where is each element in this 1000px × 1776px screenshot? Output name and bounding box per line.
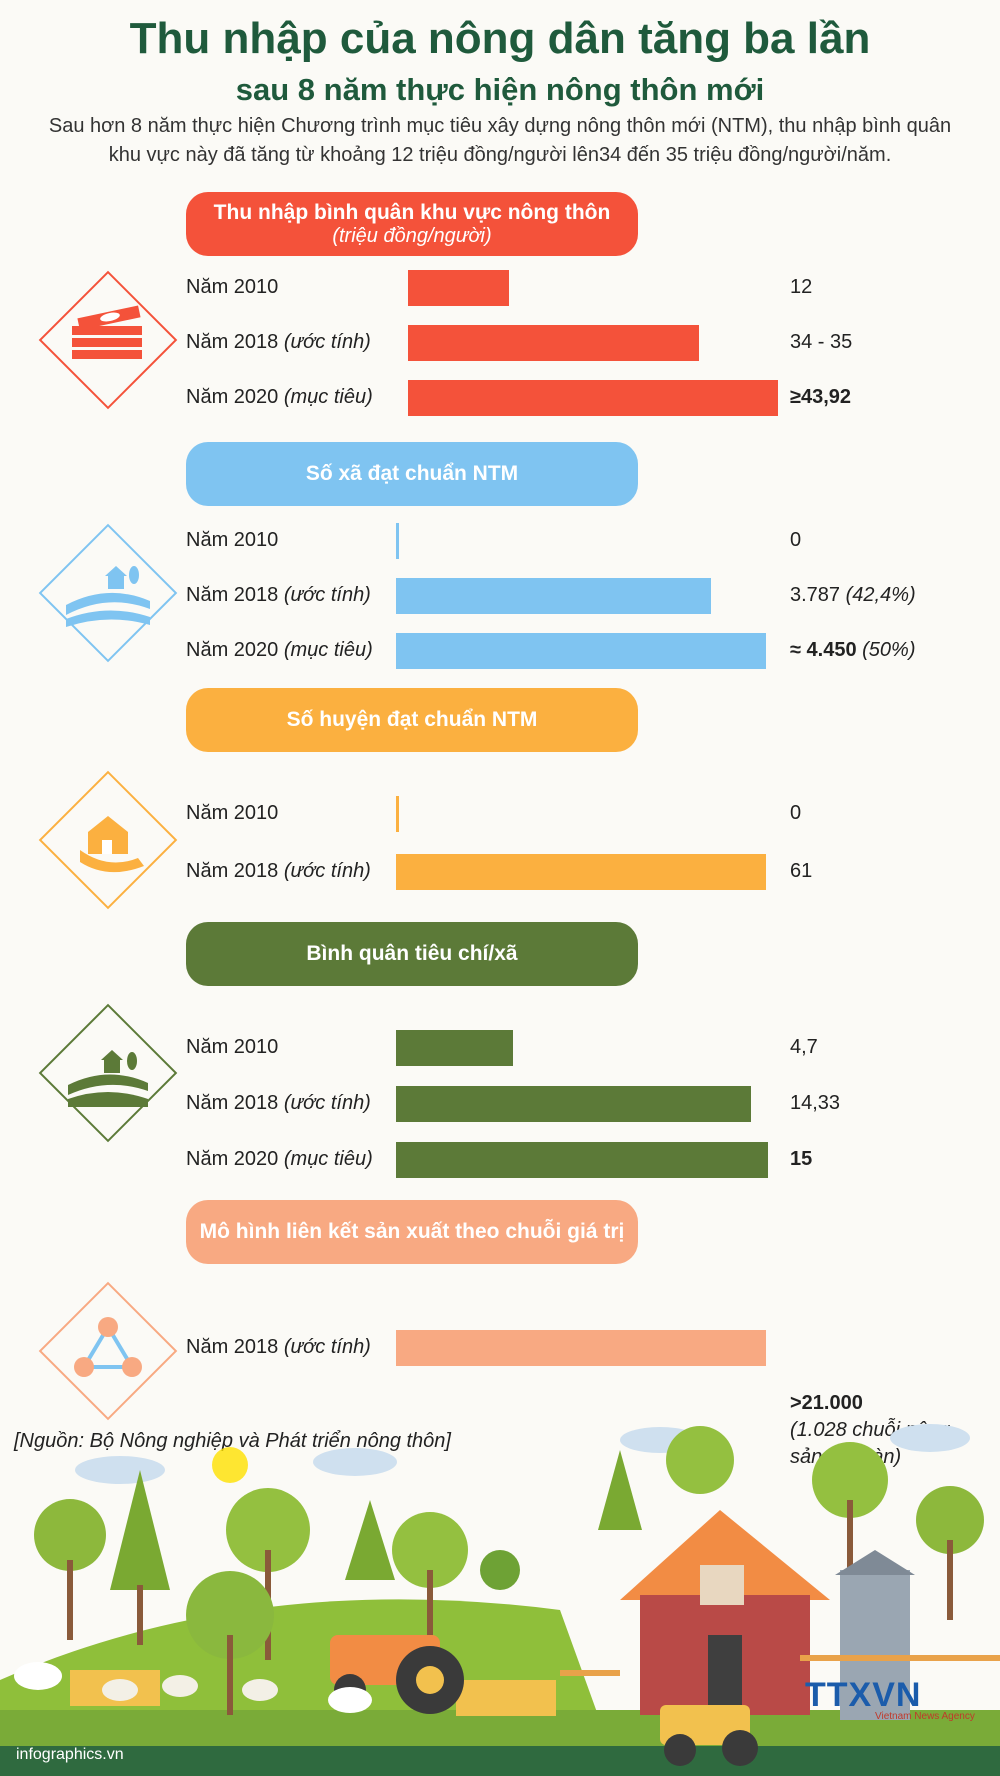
communes-row-label: Năm 2020 (mục tiêu) [186,639,373,662]
section-criteria-header: Bình quân tiêu chí/xã [186,922,638,986]
value-number: 34 - 35 [790,331,853,353]
value-number: 3.787 [790,584,841,606]
communes-bar [396,523,399,559]
criteria-bar [396,1086,752,1122]
row-category: Năm 2010 [186,276,279,298]
row-category: Năm 2020 [186,1148,284,1170]
page-subtitle: sau 8 năm thực hiện nông thôn mới [235,72,765,107]
house-road-icon [38,770,178,910]
value-note: (50%) [856,639,916,661]
money-icon [38,270,178,410]
row-category: Năm 2018 [186,1092,284,1114]
districts-value-label: 0 [790,802,801,825]
page-title: Thu nhập của nông dân tăng ba lần [129,14,871,63]
communes-value-label: 3.787 (42,4%) [790,584,916,607]
intro-text: Sau hơn 8 năm thực hiện Chương trình mục… [48,115,952,166]
section-chains-title: Mô hình liên kết sản xuất theo chuỗi giá… [199,1220,625,1243]
row-category-note: (ước tính) [283,860,371,882]
row-category-note: (ước tính) [283,1336,371,1358]
income-bar [408,380,778,416]
section-districts-title: Số huyện đạt chuẩn NTM [286,708,538,731]
source-note: [Nguồn: Bộ Nông nghiệp và Phát triển nôn… [14,1430,451,1452]
section-chains-header: Mô hình liên kết sản xuất theo chuỗi giá… [186,1200,638,1264]
criteria-row-label: Năm 2018 (ước tính) [186,1092,371,1115]
communes-bar [396,578,711,614]
value-number: 12 [790,276,813,298]
ttxvn-logo-subtext: Vietnam News Agency [875,1711,975,1722]
footer-site: infographics.vn [16,1746,124,1763]
criteria-bar [396,1030,513,1066]
section-communes-title: Số xã đạt chuẩn NTM [305,462,519,485]
communes-row-label: Năm 2010 [186,529,278,552]
row-category-note: (mục tiêu) [283,386,373,408]
value-number: 14,33 [790,1092,841,1114]
value-number: >21.000 [790,1392,863,1414]
income-value-label: ≥43,92 [790,386,851,409]
communes-value-label: 0 [790,529,801,552]
criteria-row-label: Năm 2020 (mục tiêu) [186,1148,373,1171]
communes-row-label: Năm 2018 (ước tính) [186,584,371,607]
row-category: Năm 2020 [186,386,284,408]
income-bar [408,325,699,361]
section-income-title: Thu nhập bình quân khu vực nông thôn [213,200,611,224]
section-income-header: Thu nhập bình quân khu vực nông thôn (tr… [186,192,638,256]
districts-bar [396,796,399,832]
value-number: 4,7 [790,1036,818,1058]
income-value-label: 12 [790,276,812,299]
value-number: 61 [790,860,813,882]
row-category: Năm 2018 [186,860,284,882]
row-category: Năm 2010 [186,1036,279,1058]
income-bar [408,270,510,306]
value-note: (42,4%) [840,584,916,606]
section-criteria-title: Bình quân tiêu chí/xã [306,942,518,965]
districts-value-label: 61 [790,860,812,883]
income-row-label: Năm 2020 (mục tiêu) [186,386,373,409]
section-income-unit: (triệu đồng/người) [332,224,492,247]
landscape-icon [38,523,178,663]
value-number: 0 [790,802,802,824]
ttxvn-logo: TTXVN Vietnam News Agency [805,1676,995,1728]
districts-row-label: Năm 2010 [186,802,278,825]
value-number: 15 [790,1148,813,1170]
row-category-note: (mục tiêu) [283,639,373,661]
network-icon [38,1281,178,1421]
criteria-bar [396,1142,768,1178]
row-category-note: (mục tiêu) [283,1148,373,1170]
criteria-value-label: 14,33 [790,1092,840,1115]
row-category: Năm 2020 [186,639,284,661]
criteria-row-label: Năm 2010 [186,1036,278,1059]
communes-value-label: ≈ 4.450 (50%) [790,639,916,662]
farm-hill-icon [38,1003,178,1143]
income-row-label: Năm 2018 (ước tính) [186,331,371,354]
communes-bar [396,633,766,669]
row-category: Năm 2018 [186,584,284,606]
chains-bar [396,1330,766,1366]
income-row-label: Năm 2010 [186,276,278,299]
income-value-label: 34 - 35 [790,331,852,354]
row-category-note: (ước tính) [283,1092,371,1114]
districts-bar [396,854,766,890]
row-category-note: (ước tính) [283,331,371,353]
row-category: Năm 2018 [186,331,284,353]
section-communes-header: Số xã đạt chuẩn NTM [186,442,638,506]
chains-row-label: Năm 2018 (ước tính) [186,1336,371,1359]
row-category-note: (ước tính) [283,584,371,606]
section-districts-header: Số huyện đạt chuẩn NTM [186,688,638,752]
row-category: Năm 2010 [186,529,279,551]
value-number: ≈ 4.450 [790,639,857,661]
row-category: Năm 2018 [186,1336,284,1358]
value-number: ≥43,92 [790,386,852,408]
farm-scene-illustration [0,1424,1000,1776]
ttxvn-logo-text: TTXVN [805,1676,922,1714]
value-number: 0 [790,529,802,551]
row-category: Năm 2010 [186,802,279,824]
criteria-value-label: 4,7 [790,1036,818,1059]
districts-row-label: Năm 2018 (ước tính) [186,860,371,883]
criteria-value-label: 15 [790,1148,812,1171]
